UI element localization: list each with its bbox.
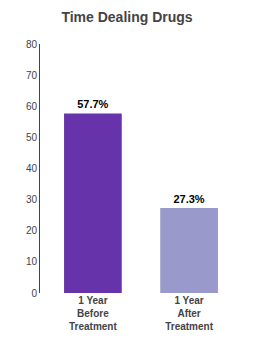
svg-text:57.7%: 57.7% [77, 98, 108, 110]
svg-text:40: 40 [26, 163, 38, 174]
svg-text:Time Dealing Drugs: Time Dealing Drugs [61, 9, 192, 25]
svg-text:80: 80 [26, 39, 38, 50]
svg-text:0: 0 [31, 288, 37, 299]
svg-text:30: 30 [26, 194, 38, 205]
svg-text:27.3%: 27.3% [173, 193, 204, 205]
svg-text:1 YearAfterTreatment: 1 YearAfterTreatment [165, 295, 213, 332]
svg-text:50: 50 [26, 132, 38, 143]
svg-text:10: 10 [26, 256, 38, 267]
svg-text:1 YearBeforeTreatment: 1 YearBeforeTreatment [69, 295, 117, 332]
svg-text:20: 20 [26, 225, 38, 236]
svg-text:60: 60 [26, 101, 38, 112]
svg-text:70: 70 [26, 70, 38, 81]
